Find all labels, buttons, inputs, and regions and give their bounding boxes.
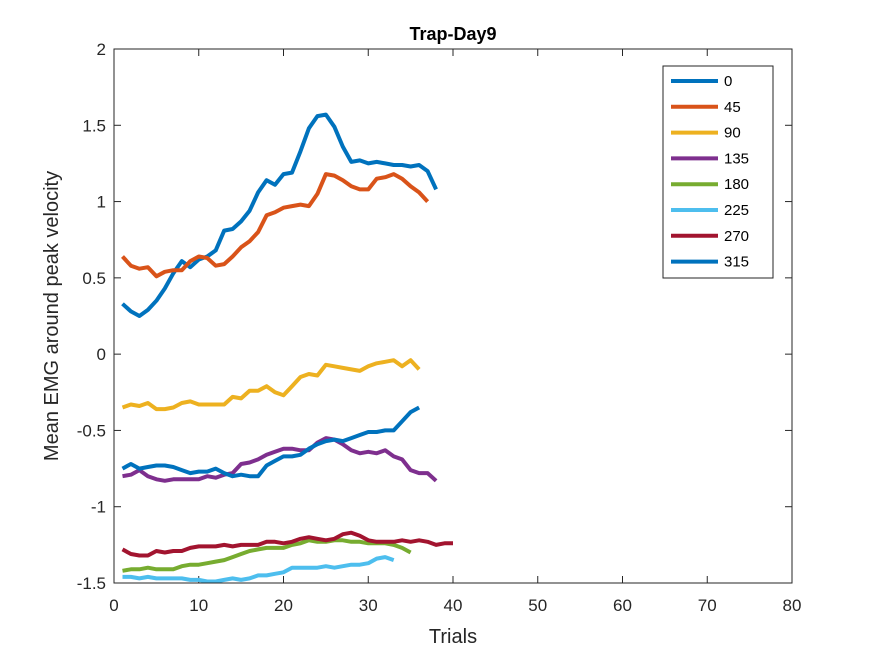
y-tick-label: 1.5 bbox=[82, 116, 106, 135]
y-tick-label: 2 bbox=[97, 40, 106, 59]
legend-label-315: 315 bbox=[724, 254, 749, 271]
y-tick-label: 0 bbox=[97, 345, 106, 364]
legend-label-90: 90 bbox=[724, 125, 741, 142]
x-tick-label: 20 bbox=[274, 596, 293, 615]
legend-label-45: 45 bbox=[724, 99, 741, 116]
legend-label-270: 270 bbox=[724, 228, 749, 245]
chart-title: Trap-Day9 bbox=[409, 24, 496, 44]
x-tick-label: 70 bbox=[698, 596, 717, 615]
x-tick-label: 10 bbox=[189, 596, 208, 615]
legend-label-180: 180 bbox=[724, 176, 749, 193]
y-tick-label: -1.5 bbox=[77, 574, 106, 593]
series-line-90 bbox=[121, 358, 421, 412]
x-axis-label: Trials bbox=[429, 626, 477, 648]
legend-box bbox=[662, 65, 774, 279]
legend-label-225: 225 bbox=[724, 202, 749, 219]
axis-ticks: 0 10 20 30 40 50 60 70 80 -1.5 -1 -0.5 0 0.5 1 1.5 2 bbox=[77, 40, 802, 615]
series-lines bbox=[121, 112, 453, 584]
series-line-270 bbox=[121, 530, 453, 558]
legend-label-0: 0 bbox=[724, 73, 732, 90]
series-line-315 bbox=[121, 405, 421, 479]
series-line-225 bbox=[122, 555, 395, 584]
y-axis-label: Mean EMG around peak velocity bbox=[41, 171, 63, 461]
series-line-135 bbox=[122, 436, 438, 483]
x-tick-label: 40 bbox=[444, 596, 463, 615]
x-tick-label: 50 bbox=[528, 596, 547, 615]
x-tick-label: 80 bbox=[783, 596, 802, 615]
x-tick-label: 60 bbox=[613, 596, 632, 615]
legend: 0 45 90 135 180 225 270 315 bbox=[662, 65, 774, 279]
legend-label-135: 135 bbox=[724, 150, 749, 167]
series-line-180 bbox=[122, 538, 412, 573]
plot-frame bbox=[113, 48, 793, 584]
x-tick-label: 0 bbox=[109, 596, 118, 615]
y-tick-label: -1 bbox=[91, 498, 106, 517]
y-tick-label: 1 bbox=[97, 193, 106, 212]
series-line-45 bbox=[121, 172, 430, 279]
y-tick-label: 0.5 bbox=[82, 269, 106, 288]
x-tick-label: 30 bbox=[359, 596, 378, 615]
y-tick-label: -0.5 bbox=[77, 421, 106, 440]
